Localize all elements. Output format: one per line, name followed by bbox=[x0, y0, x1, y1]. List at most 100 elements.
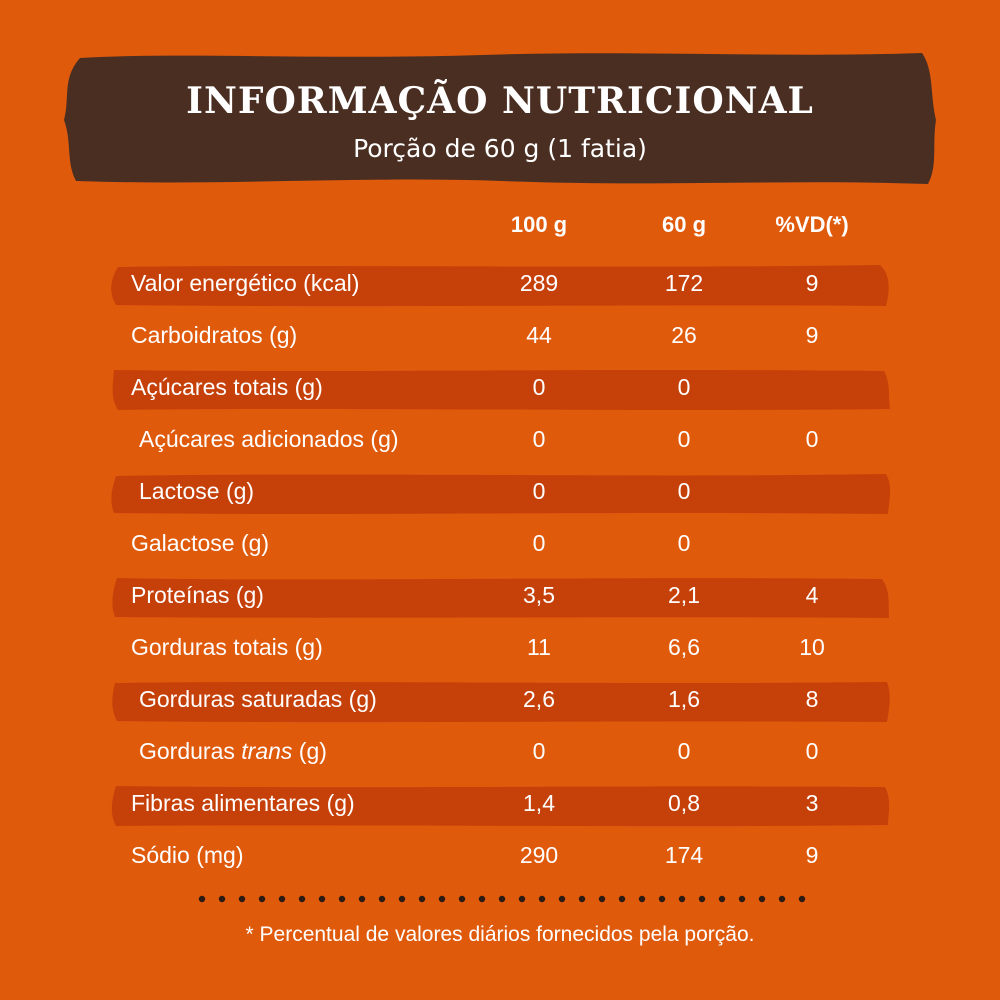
value-60g: 0 bbox=[677, 530, 691, 556]
table-row: Galactose (g) 0 0 bbox=[0, 520, 1000, 572]
title-banner: INFORMAÇÃO NUTRICIONAL Porção de 60 g (1… bbox=[62, 50, 938, 188]
value-100g: 0 bbox=[532, 374, 546, 400]
value-vd: 9 bbox=[805, 270, 819, 296]
divider-dot bbox=[718, 895, 726, 903]
row-stripe bbox=[112, 682, 890, 723]
row-label-italic: trans bbox=[241, 738, 293, 764]
divider-dot bbox=[558, 895, 566, 903]
divider-dot bbox=[358, 895, 366, 903]
value-vd: 4 bbox=[805, 582, 819, 608]
value-100g: 289 bbox=[519, 270, 559, 296]
value-60g: 0 bbox=[677, 478, 691, 504]
divider-dot bbox=[218, 895, 226, 903]
divider-dot bbox=[298, 895, 306, 903]
divider-dot bbox=[378, 895, 386, 903]
divider-dot bbox=[498, 895, 506, 903]
divider-dot bbox=[278, 895, 286, 903]
row-label: Proteínas (g) bbox=[131, 582, 264, 608]
value-vd: 10 bbox=[799, 634, 825, 660]
value-60g: 6,6 bbox=[668, 634, 700, 660]
row-label: Fibras alimentares (g) bbox=[131, 790, 355, 816]
row-label: Açúcares adicionados (g) bbox=[139, 426, 399, 452]
row-stripe bbox=[111, 265, 889, 307]
row-stripe bbox=[111, 474, 891, 514]
table-row: Sódio (mg) 290 174 9 bbox=[0, 832, 1000, 884]
row-label: Açúcares totais (g) bbox=[131, 374, 323, 400]
row-label: Gorduras saturadas (g) bbox=[139, 686, 377, 712]
value-vd: 9 bbox=[805, 322, 819, 348]
dotted-divider bbox=[198, 895, 806, 903]
table-row: Carboidratos (g) 44 26 9 bbox=[0, 312, 1000, 364]
value-vd: 9 bbox=[805, 842, 819, 868]
column-header-row: 100 g 60 g %VD(*) bbox=[0, 212, 1000, 242]
row-label-prefix: Gorduras bbox=[139, 738, 242, 764]
value-60g: 172 bbox=[664, 270, 704, 296]
divider-dot bbox=[518, 895, 526, 903]
divider-dot bbox=[778, 895, 786, 903]
divider-dot bbox=[198, 895, 206, 903]
divider-dot bbox=[438, 895, 446, 903]
divider-dot bbox=[678, 895, 686, 903]
serving-size: Porção de 60 g (1 fatia) bbox=[353, 134, 647, 163]
divider-dot bbox=[638, 895, 646, 903]
row-label: Valor energético (kcal) bbox=[131, 270, 360, 296]
banner-shape bbox=[64, 53, 936, 184]
value-60g: 174 bbox=[664, 842, 704, 868]
divider-dot bbox=[458, 895, 466, 903]
divider-dot bbox=[338, 895, 346, 903]
value-vd: 3 bbox=[805, 790, 819, 816]
divider-dot bbox=[578, 895, 586, 903]
divider-dot bbox=[698, 895, 706, 903]
table-row: Açúcares totais (g) 0 0 bbox=[0, 364, 1000, 416]
value-100g: 44 bbox=[526, 322, 552, 348]
row-stripe bbox=[112, 578, 889, 618]
divider-dot bbox=[598, 895, 606, 903]
value-100g: 2,6 bbox=[523, 686, 555, 712]
row-label: Gorduras totais (g) bbox=[131, 634, 323, 660]
row-stripe bbox=[112, 370, 891, 410]
value-vd: 8 bbox=[805, 686, 819, 712]
table-row: Fibras alimentares (g) 1,4 0,8 3 bbox=[0, 780, 1000, 832]
column-header-100g: 100 g bbox=[510, 212, 568, 237]
divider-dot bbox=[418, 895, 426, 903]
divider-dot bbox=[758, 895, 766, 903]
divider-dot bbox=[658, 895, 666, 903]
row-label: Sódio (mg) bbox=[131, 842, 244, 868]
row-label: Galactose (g) bbox=[131, 530, 270, 556]
value-60g: 1,6 bbox=[668, 686, 700, 712]
value-100g: 1,4 bbox=[523, 790, 555, 816]
table-row: Proteínas (g) 3,5 2,1 4 bbox=[0, 572, 1000, 624]
value-60g: 0 bbox=[677, 738, 691, 764]
divider-dot bbox=[478, 895, 486, 903]
row-label: Lactose (g) bbox=[139, 478, 255, 504]
divider-dot bbox=[398, 895, 406, 903]
divider-dot bbox=[738, 895, 746, 903]
table-row: Lactose (g) 0 0 bbox=[0, 468, 1000, 520]
value-100g: 0 bbox=[532, 738, 546, 764]
value-60g: 0 bbox=[677, 374, 691, 400]
value-60g: 2,1 bbox=[668, 582, 700, 608]
value-100g: 0 bbox=[532, 530, 546, 556]
value-100g: 290 bbox=[519, 842, 559, 868]
row-stripe bbox=[111, 786, 890, 827]
column-header-vd: %VD(*) bbox=[775, 212, 849, 237]
value-100g: 0 bbox=[532, 478, 546, 504]
value-60g: 0,8 bbox=[668, 790, 700, 816]
value-100g: 3,5 bbox=[523, 582, 555, 608]
footnote: * Percentual de valores diários fornecid… bbox=[245, 923, 755, 946]
table-row: Gorduras saturadas (g) 2,6 1,6 8 bbox=[0, 676, 1000, 728]
row-label: Gorduras trans (g) bbox=[139, 738, 327, 765]
table-row: Gorduras totais (g) 11 6,6 10 bbox=[0, 624, 1000, 676]
value-60g: 0 bbox=[677, 426, 691, 452]
table-row: Açúcares adicionados (g) 0 0 0 bbox=[0, 416, 1000, 468]
table-row: Gorduras trans (g) 0 0 0 bbox=[0, 728, 1000, 780]
value-100g: 0 bbox=[532, 426, 546, 452]
value-60g: 26 bbox=[671, 322, 697, 348]
column-header-60g: 60 g bbox=[661, 212, 707, 237]
table-row: Valor energético (kcal) 289 172 9 bbox=[0, 260, 1000, 312]
row-label: Carboidratos (g) bbox=[131, 322, 298, 348]
divider-dot bbox=[238, 895, 246, 903]
row-label-suffix: (g) bbox=[292, 738, 327, 764]
value-100g: 11 bbox=[527, 634, 551, 660]
divider-dot bbox=[318, 895, 326, 903]
